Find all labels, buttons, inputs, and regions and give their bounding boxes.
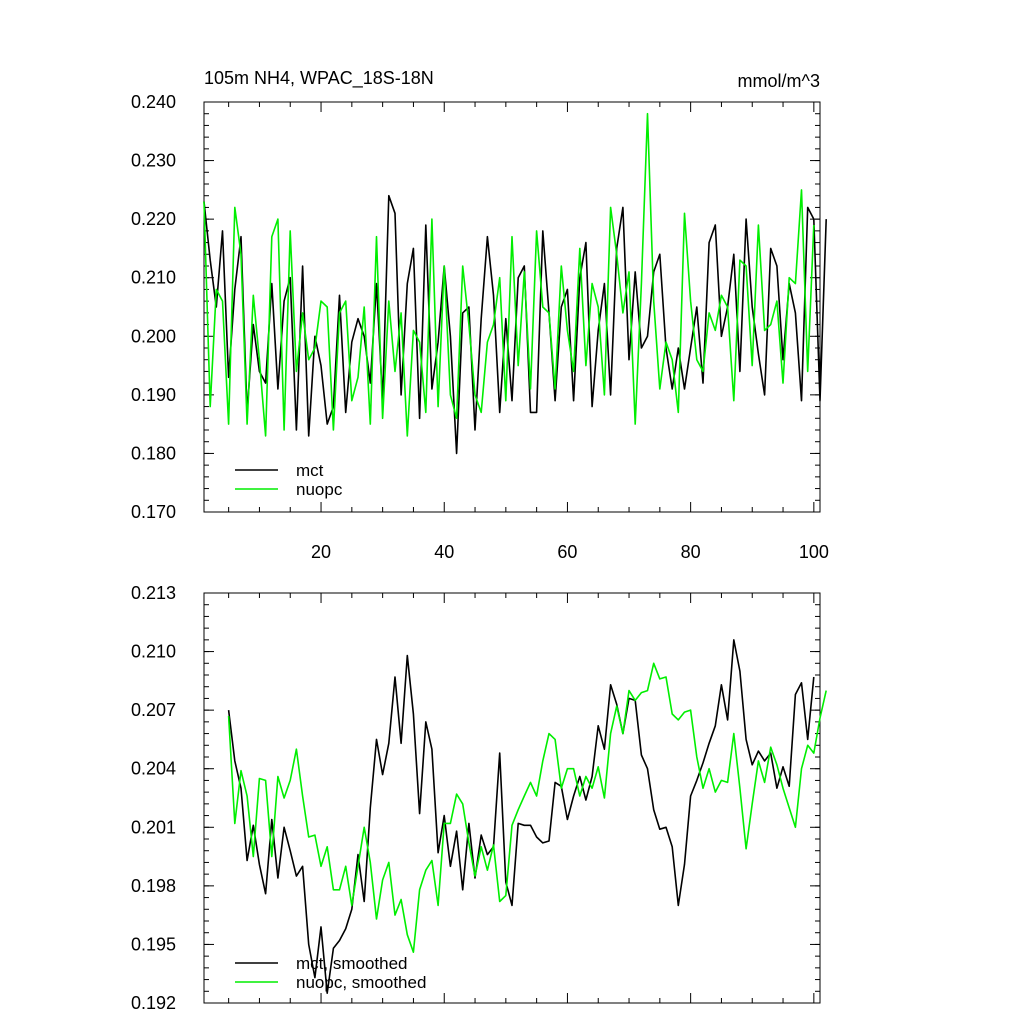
y-tick-label: 0.220: [131, 209, 176, 229]
legend-label: nuopc, smoothed: [296, 973, 426, 992]
units-label: mmol/m^3: [738, 71, 820, 91]
series-line-nuopc: [203, 112, 815, 437]
plot-frame-bottom: [203, 592, 821, 1004]
series-layer-bottom: [227, 639, 827, 995]
legend-label: nuopc: [296, 480, 343, 499]
y-tick-label: 0.192: [131, 993, 176, 1013]
series-layer-top: [203, 112, 827, 455]
series-line-mct: [203, 194, 827, 455]
y-tick-label: 0.204: [131, 759, 176, 779]
top-panel: 105m NH4, WPAC_18S-18N mmol/m^3 0.1700.1…: [131, 68, 829, 562]
y-tick-label: 0.230: [131, 151, 176, 171]
y-tick-label: 0.240: [131, 92, 176, 112]
axes-bottom: 0.192 0.195 0.198 0.201 0.204 0.207 0.210 0.213: [131, 583, 820, 1013]
axes-top: 0.170 0.180 0.190 0.200 0.210 0.220 0.230 0.240…: [131, 92, 829, 562]
x-tick-label: 100: [799, 542, 829, 562]
x-tick-label: 20: [311, 542, 331, 562]
y-tick-label: 0.200: [131, 326, 176, 346]
legend-label: mct: [296, 461, 324, 480]
y-tick-label: 0.201: [131, 817, 176, 837]
y-tick-label: 0.210: [131, 268, 176, 288]
x-tick-label: 80: [681, 542, 701, 562]
bottom-panel: 0.192 0.195 0.198 0.201 0.204 0.207 0.210 0.213…: [131, 583, 827, 1013]
chart-title: 105m NH4, WPAC_18S-18N: [204, 68, 434, 89]
y-tick-label: 0.210: [131, 642, 176, 662]
y-tick-label: 0.180: [131, 443, 176, 463]
y-tick-label: 0.207: [131, 700, 176, 720]
series-line-nuopc-smoothed: [227, 662, 827, 954]
legend-label: mct, smoothed: [296, 954, 408, 973]
y-tick-label: 0.190: [131, 385, 176, 405]
y-tick-label: 0.195: [131, 934, 176, 954]
x-tick-label: 60: [557, 542, 577, 562]
plot-frame-top: [203, 101, 821, 513]
series-line-mct-smoothed: [227, 639, 815, 995]
y-tick-label: 0.198: [131, 876, 176, 896]
y-tick-label: 0.170: [131, 502, 176, 522]
x-tick-label: 40: [434, 542, 454, 562]
y-tick-label: 0.213: [131, 583, 176, 603]
